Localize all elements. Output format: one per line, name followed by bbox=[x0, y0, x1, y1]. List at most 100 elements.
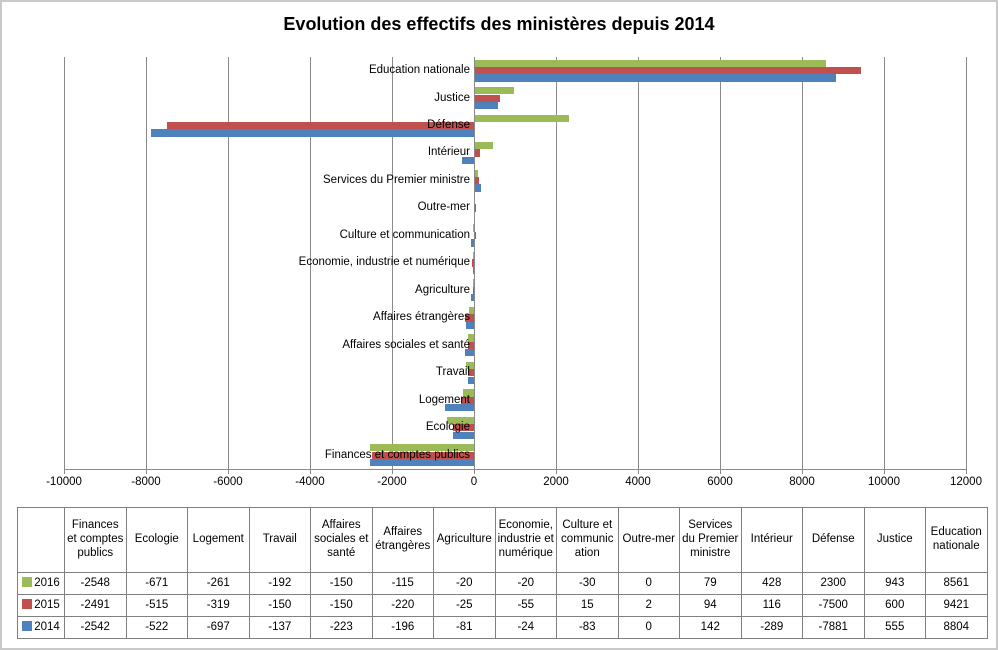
table-cell: -7500 bbox=[802, 594, 865, 617]
table-header-cell: Finances et comptes publics bbox=[64, 507, 127, 573]
table-cell: -81 bbox=[433, 616, 496, 639]
row-label-2016: 2016 bbox=[17, 572, 65, 595]
table-cell: -115 bbox=[371, 572, 434, 595]
table-cell: 0 bbox=[617, 572, 680, 595]
x-tick-label: -4000 bbox=[295, 476, 325, 488]
table-cell: 79 bbox=[679, 572, 742, 595]
gridline bbox=[556, 57, 557, 474]
table-header-cell: Outre-mer bbox=[617, 507, 680, 573]
bar-2016 bbox=[473, 279, 474, 287]
table-cell: -515 bbox=[125, 594, 188, 617]
bar-2015 bbox=[473, 286, 474, 295]
bar-2016 bbox=[463, 389, 474, 397]
category-label: Education nationale bbox=[368, 64, 470, 76]
category-label: Intérieur bbox=[427, 146, 470, 159]
gridline bbox=[146, 57, 147, 474]
table-cell: -261 bbox=[187, 572, 250, 595]
table-cell: -24 bbox=[494, 616, 557, 639]
x-tick-label: 6000 bbox=[707, 476, 733, 488]
table-cell: -20 bbox=[433, 572, 496, 595]
bar-2016 bbox=[467, 334, 474, 342]
category-axis-line bbox=[474, 57, 475, 474]
bar-2016 bbox=[473, 251, 474, 260]
table-header-cell: Agriculture bbox=[433, 507, 496, 573]
bar-2014 bbox=[470, 239, 474, 247]
gridline bbox=[802, 57, 803, 474]
table-cell: 0 bbox=[617, 616, 680, 639]
bar-2016 bbox=[446, 416, 474, 425]
table-header-cell: Culture et communication bbox=[556, 507, 619, 573]
table-cell: 555 bbox=[863, 616, 926, 639]
bar-2014 bbox=[473, 266, 474, 275]
x-tick-label: 4000 bbox=[625, 476, 651, 488]
category-label: Affaires sociales et santé bbox=[342, 338, 470, 351]
table-cell: -150 bbox=[310, 594, 373, 617]
legend-swatch-2016 bbox=[22, 576, 33, 587]
category-label: Travail bbox=[435, 366, 470, 379]
gridline bbox=[638, 57, 639, 474]
category-label: Affaires étrangères bbox=[373, 311, 470, 324]
table-cell: -25 bbox=[433, 594, 496, 617]
bar-2016 bbox=[466, 361, 474, 370]
table-cell: -196 bbox=[371, 616, 434, 639]
bar-2014 bbox=[369, 458, 474, 467]
x-tick-label: -8000 bbox=[131, 476, 161, 488]
bar-2016 bbox=[472, 224, 474, 232]
gridline bbox=[966, 57, 967, 474]
table-header-cell: Services du Premier ministre bbox=[679, 507, 742, 573]
bar-2015 bbox=[467, 341, 474, 350]
table-cell: 2300 bbox=[802, 572, 865, 595]
bar-2014 bbox=[470, 294, 474, 302]
x-axis-line bbox=[64, 469, 967, 470]
category-label: Economie, industrie et numérique bbox=[298, 256, 470, 269]
table-cell: -671 bbox=[125, 572, 188, 595]
bar-2015 bbox=[465, 314, 474, 322]
table-cell: 8804 bbox=[925, 616, 988, 639]
category-label: Justice bbox=[434, 91, 470, 104]
table-cell: -223 bbox=[310, 616, 373, 639]
table-header-cell: Affaires sociales et santé bbox=[310, 507, 373, 573]
bar-2014 bbox=[466, 321, 474, 329]
bar-2015 bbox=[475, 94, 500, 102]
bar-2016 bbox=[475, 142, 493, 150]
gridline bbox=[228, 57, 229, 474]
bar-2014 bbox=[468, 376, 474, 384]
table-cell: -150 bbox=[310, 572, 373, 595]
table-cell: 15 bbox=[556, 594, 619, 617]
bar-2015 bbox=[475, 176, 479, 185]
table-corner-cell bbox=[17, 507, 65, 573]
table-cell: 116 bbox=[740, 594, 803, 617]
table-cell: 142 bbox=[679, 616, 742, 639]
bar-2014 bbox=[445, 404, 474, 412]
bar-2015 bbox=[475, 204, 476, 212]
category-label: Défense bbox=[427, 118, 470, 131]
table-cell: -55 bbox=[494, 594, 557, 617]
data-table: Finances et comptes publics Ecologie Logem… bbox=[17, 507, 988, 639]
category-label: Culture et communication bbox=[339, 228, 470, 241]
category-label: Outre-mer bbox=[417, 201, 470, 214]
bar-2016 bbox=[475, 169, 479, 177]
legend-swatch-2014 bbox=[22, 620, 33, 631]
table-cell: -2491 bbox=[64, 594, 127, 617]
category-label: Services du Premier ministre bbox=[323, 173, 470, 186]
plot-area: -10000 -8000 -6000 -4000 -2000 0 2000 4000 6000 8… bbox=[46, 57, 982, 488]
table-cell: 94 bbox=[679, 594, 742, 617]
table-cell: 8561 bbox=[925, 572, 988, 595]
x-tick-label: 0 bbox=[470, 476, 478, 488]
bar-2014 bbox=[475, 74, 836, 82]
bar-2015 bbox=[475, 67, 862, 75]
category-label: Ecologie bbox=[425, 421, 470, 434]
category-label: Finances et comptes publics bbox=[324, 448, 470, 461]
table-header-cell: Logement bbox=[187, 507, 250, 573]
bar-2015 bbox=[475, 149, 480, 157]
x-tick-label: 12000 bbox=[950, 476, 982, 488]
x-tick-label: -6000 bbox=[213, 476, 243, 488]
table-cell: -220 bbox=[371, 594, 434, 617]
table-cell: 2 bbox=[617, 594, 680, 617]
table-header-cell: Justice bbox=[863, 507, 926, 573]
row-label-2014: 2014 bbox=[17, 616, 65, 639]
table-cell: -289 bbox=[740, 616, 803, 639]
x-tick-label: -10000 bbox=[46, 476, 82, 488]
bar-2014 bbox=[475, 184, 481, 192]
